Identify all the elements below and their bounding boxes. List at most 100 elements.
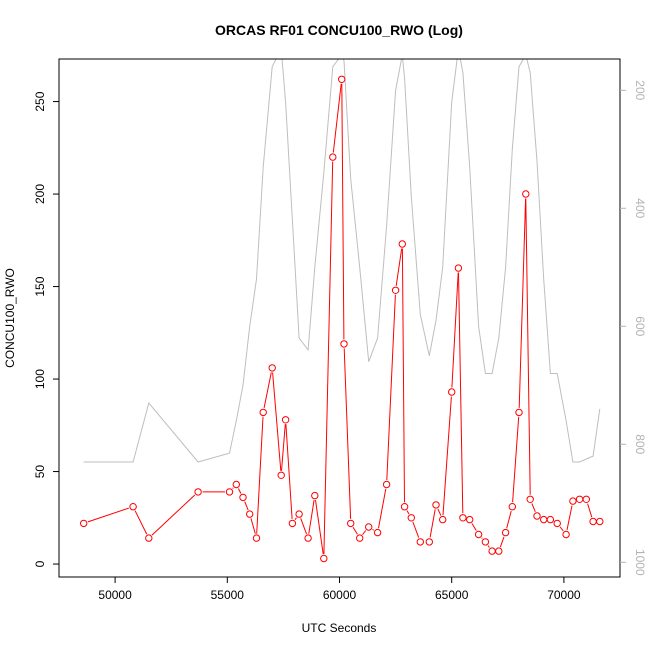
secondary-series	[83, 59, 601, 463]
primary-line-segment	[232, 487, 234, 489]
data-point	[194, 488, 202, 496]
primary-line-segment	[412, 521, 420, 538]
data-point	[329, 153, 337, 161]
data-point	[439, 515, 447, 524]
primary-line-segment	[244, 501, 249, 511]
data-point	[225, 488, 234, 496]
data-point	[526, 495, 534, 503]
primary-line-segment	[442, 396, 452, 516]
primary-line-segment	[518, 198, 527, 408]
primary-line-segment	[332, 83, 342, 153]
primary-series	[80, 75, 604, 563]
data-point	[246, 510, 254, 518]
y2-tick-label: 600	[633, 316, 647, 336]
data-point	[553, 519, 561, 528]
primary-line-segment	[343, 348, 352, 519]
primary-line-segment	[285, 424, 293, 519]
data-point	[501, 528, 510, 537]
data-point	[546, 515, 555, 524]
x-tick-label: 50000	[98, 588, 132, 602]
data-point	[145, 534, 153, 542]
y2-tick-label: 1000	[633, 549, 647, 576]
data-point	[347, 519, 355, 528]
y-axis-label: CONCU100_RWO	[3, 268, 17, 368]
data-point	[400, 503, 409, 511]
primary-line-segment	[406, 510, 410, 515]
y-tick-label: 50	[33, 465, 47, 479]
x-tick-label: 65000	[435, 588, 469, 602]
data-point	[466, 515, 474, 524]
primary-line-segment	[87, 507, 129, 523]
primary-line-segment	[458, 272, 464, 514]
chart-title: ORCAS RF01 CONCU100_RWO (Log)	[215, 22, 463, 38]
x-axis: 50000 55000 60000 65000 70000	[98, 577, 581, 602]
primary-line-segment	[237, 488, 242, 494]
data-point	[540, 515, 548, 524]
data-point	[488, 547, 496, 555]
primary-line-segment	[272, 372, 282, 471]
data-point	[304, 534, 312, 542]
data-point	[281, 416, 290, 424]
y2-tick-label: 400	[633, 198, 647, 218]
data-point	[459, 514, 467, 522]
primary-line-segment	[531, 503, 536, 512]
primary-line-segment	[378, 488, 387, 529]
primary-line-segment	[512, 416, 520, 503]
primary-line-segment	[308, 499, 315, 534]
primary-line-segment	[499, 536, 505, 548]
data-point	[515, 408, 523, 417]
data-point	[259, 408, 267, 417]
y-tick-label: 150	[33, 276, 47, 296]
data-point	[365, 523, 373, 531]
x-tick-label: 55000	[211, 588, 245, 602]
data-point	[407, 514, 415, 522]
y-axis: 0 50 100 150 200 250	[33, 91, 59, 567]
data-point	[288, 519, 297, 528]
data-point	[448, 388, 456, 396]
y2-axis: 200 400 600 800 1000	[620, 80, 647, 576]
y-tick-label: 250	[33, 91, 47, 111]
primary-line-segment	[437, 508, 442, 516]
primary-line-segment	[471, 523, 477, 531]
y-tick-label: 100	[33, 369, 47, 389]
plot-frame	[58, 58, 621, 578]
data-point	[432, 501, 440, 509]
secondary-line	[83, 59, 601, 463]
data-point	[252, 534, 261, 542]
data-point	[295, 510, 303, 518]
data-point	[569, 497, 577, 505]
primary-line-segment	[362, 530, 367, 536]
data-point	[416, 538, 424, 546]
data-point	[320, 554, 328, 563]
data-point	[582, 495, 590, 503]
primary-line-segment	[352, 526, 358, 535]
primary-line-segment	[281, 424, 286, 471]
data-point	[454, 264, 463, 272]
data-point	[474, 530, 483, 539]
data-point	[80, 519, 88, 528]
primary-line-segment	[134, 510, 148, 535]
data-point	[239, 493, 247, 502]
primary-line-segment	[525, 198, 531, 495]
primary-line-segment	[294, 517, 297, 521]
primary-line-segment	[315, 500, 324, 555]
data-point	[596, 517, 604, 526]
data-point	[575, 495, 584, 503]
data-point	[129, 503, 137, 511]
primary-line-segment	[256, 416, 264, 534]
data-point	[268, 364, 276, 372]
primary-line-segment	[566, 505, 573, 531]
primary-line-segment	[587, 503, 593, 518]
data-point	[425, 538, 433, 546]
data-point	[311, 491, 319, 500]
primary-line-segment	[372, 528, 375, 531]
data-point	[356, 534, 364, 542]
primary-line-segment	[300, 518, 307, 535]
y2-tick-label: 800	[633, 434, 647, 454]
data-point	[398, 240, 406, 248]
primary-line-segment	[506, 510, 512, 529]
data-point	[277, 471, 285, 479]
data-point	[562, 530, 570, 539]
primary-line-segment	[341, 83, 345, 340]
data-point	[533, 512, 541, 520]
